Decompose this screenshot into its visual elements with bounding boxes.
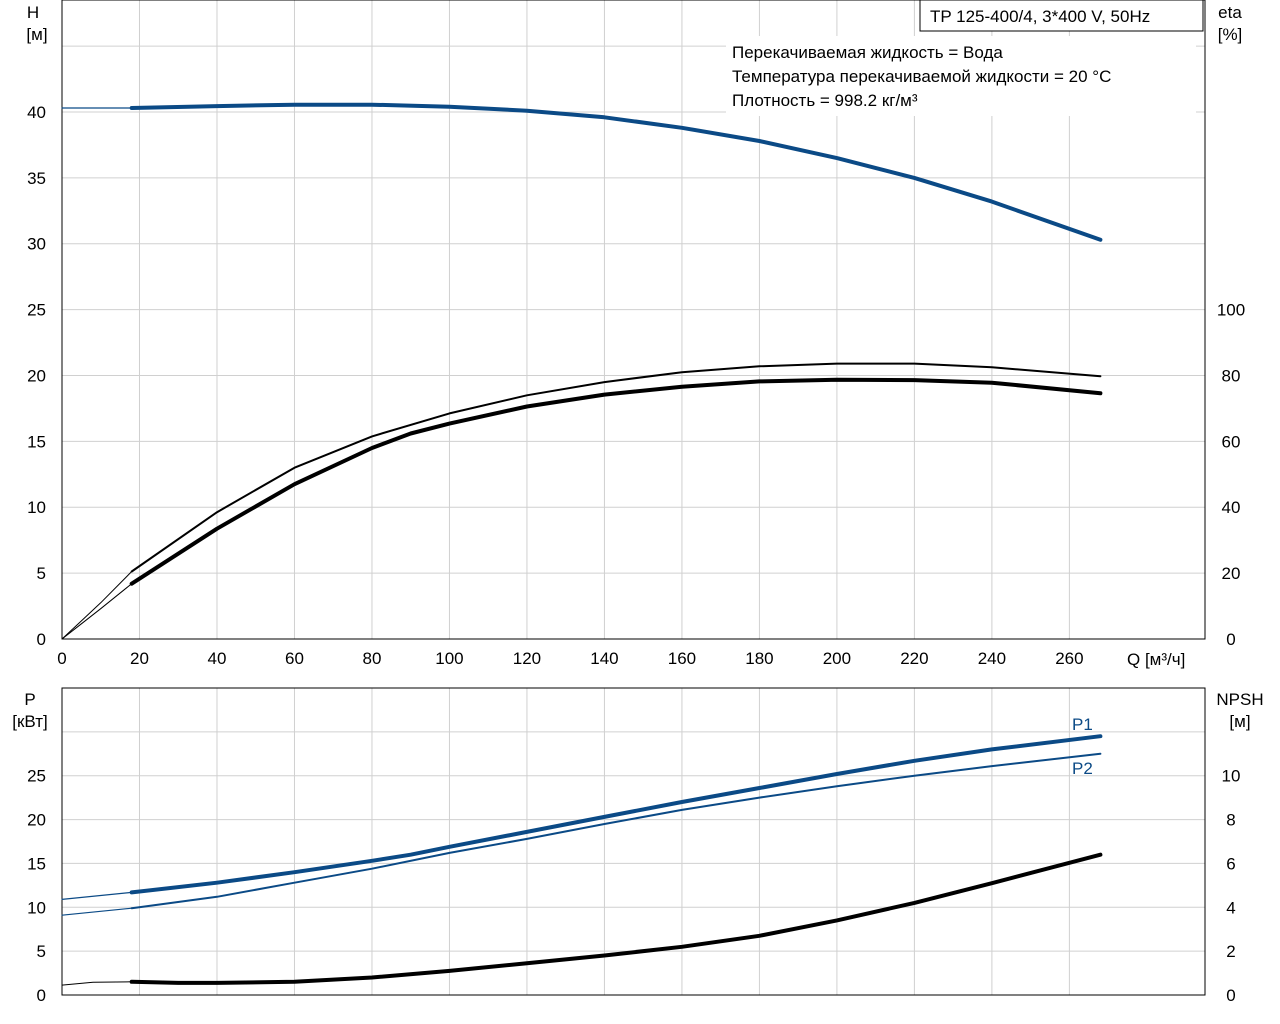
- top-curve-3: [61, 571, 133, 640]
- head-efficiency-panel: 0 20 40 60 80 100 120 140 160 180 200 220 240 2600510…: [26, 0, 1245, 669]
- top-left-y-tick-label: 30: [27, 235, 46, 254]
- top-left-ylabel-line1: H: [27, 3, 39, 22]
- bottom-left-y-tick-label: 10: [27, 898, 46, 917]
- bottom-plot-frame: [61, 687, 1206, 996]
- top-curve-4: [129, 377, 1103, 586]
- top-left-y-tick-label: 15: [27, 432, 46, 451]
- top-right-y-tick-label: 80: [1222, 366, 1241, 385]
- info-line-density: Плотность = 998.2 кг/м³: [732, 91, 918, 110]
- curve-p1: [129, 734, 1103, 895]
- series-label-p1: P1: [1072, 715, 1093, 734]
- top-right-y-tick-label: 60: [1222, 432, 1241, 451]
- info-line-temperature: Температура перекачиваемой жидкости = 20…: [732, 67, 1111, 86]
- top-right-ylabel-line2: [%]: [1218, 25, 1243, 44]
- bottom-right-y-tick-label: 8: [1226, 811, 1235, 830]
- bottom-left-y-tick-label: 20: [27, 811, 46, 830]
- bottom-curve-1: [61, 891, 133, 901]
- top-tick-labels: 0 20 40 60 80 100 120 140 160 180 200 220 240 2600510…: [27, 103, 1245, 668]
- top-left-y-tick-label: 25: [27, 301, 46, 320]
- bottom-right-ylabel-line1: NPSH: [1216, 690, 1263, 709]
- bottom-left-y-tick-label: 15: [27, 854, 46, 873]
- top-right-ylabel-line1: eta: [1218, 3, 1242, 22]
- x-tick-label: 20: [130, 649, 149, 668]
- x-tick-label: 60: [285, 649, 304, 668]
- bottom-left-ylabel-line2: [кВт]: [12, 712, 47, 731]
- top-curve-0: [129, 102, 1103, 242]
- top-right-y-tick-label: 0: [1226, 630, 1235, 649]
- bottom-right-y-tick-label: 4: [1226, 898, 1235, 917]
- top-curve-2: [130, 362, 1102, 573]
- bottom-curve-3: [61, 907, 133, 916]
- bottom-right-ylabel-line2: [м]: [1229, 712, 1250, 731]
- x-tick-label: 260: [1055, 649, 1083, 668]
- series-label-p2: P2: [1072, 759, 1093, 778]
- x-tick-label: 160: [668, 649, 696, 668]
- bottom-left-y-tick-label: 25: [27, 767, 46, 786]
- x-tick-label: 120: [513, 649, 541, 668]
- title-box: [919, 0, 1204, 32]
- x-tick-label: 100: [435, 649, 463, 668]
- x-tick-label: 140: [590, 649, 618, 668]
- top-right-y-tick-label: 100: [1217, 301, 1245, 320]
- x-tick-label: 240: [978, 649, 1006, 668]
- bottom-curve-4: [129, 852, 1103, 985]
- info-box: [726, 36, 1196, 116]
- bottom-left-y-tick-label: 5: [37, 942, 46, 961]
- bottom-tick-labels: 0 5 10 15 20 25 0 2 4 6 8 10: [27, 767, 1240, 1005]
- bottom-right-y-tick-label: 6: [1226, 854, 1235, 873]
- top-left-y-tick-label: 40: [27, 103, 46, 122]
- top-left-y-tick-label: 10: [27, 498, 46, 517]
- x-axis-label: Q [м³/ч]: [1127, 650, 1185, 669]
- power-npsh-panel: 0 5 10 15 20 25 0 2 4 6 8 10 P [кВт] NPSH [м] P1 P2: [12, 687, 1264, 1005]
- x-tick-label: 80: [363, 649, 382, 668]
- x-tick-label: 0: [57, 649, 66, 668]
- curve-p2: [130, 752, 1102, 910]
- top-curves: [61, 102, 1103, 640]
- info-line-liquid: Перекачиваемая жидкость = Вода: [732, 43, 1003, 62]
- bottom-right-y-tick-label: 2: [1226, 942, 1235, 961]
- x-tick-label: 40: [208, 649, 227, 668]
- top-left-y-tick-label: 35: [27, 169, 46, 188]
- top-left-y-tick-label: 0: [37, 630, 46, 649]
- bottom-left-ylabel-line1: P: [24, 690, 35, 709]
- chart-title: TP 125-400/4, 3*400 V, 50Hz: [930, 7, 1150, 26]
- top-right-y-tick-label: 40: [1222, 498, 1241, 517]
- top-plot-frame: [61, 0, 1206, 640]
- x-tick-label: 200: [823, 649, 851, 668]
- x-tick-label: 180: [745, 649, 773, 668]
- top-left-y-tick-label: 20: [27, 366, 46, 385]
- bottom-curve-5: [61, 981, 133, 986]
- bottom-grid: [62, 688, 1205, 995]
- top-left-ylabel-line2: [м]: [26, 25, 47, 44]
- bottom-curves: [61, 734, 1103, 986]
- top-curve-5: [61, 583, 133, 640]
- bottom-right-y-tick-label: 10: [1222, 767, 1241, 786]
- top-left-y-tick-label: 5: [37, 564, 46, 583]
- bottom-right-y-tick-label: 0: [1226, 986, 1235, 1005]
- bottom-left-y-tick-label: 0: [37, 986, 46, 1005]
- top-right-y-tick-label: 20: [1222, 564, 1241, 583]
- x-tick-label: 220: [900, 649, 928, 668]
